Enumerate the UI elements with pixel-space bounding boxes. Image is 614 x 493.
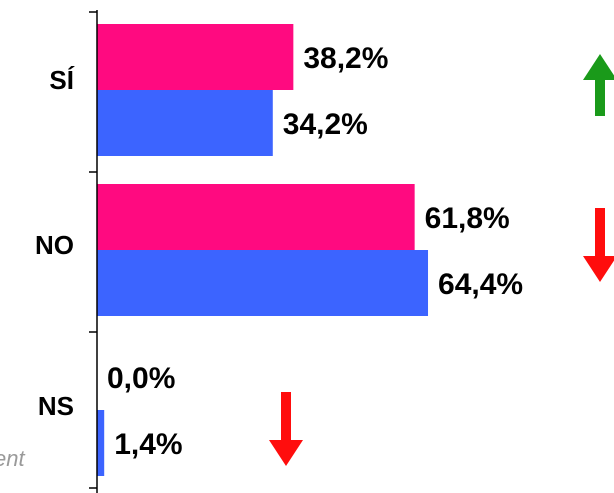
- trend-arrow-down-3: [269, 392, 303, 466]
- y-axis: [89, 10, 98, 493]
- footnote-fragment: ent: [0, 446, 25, 471]
- category-label-1: SÍ: [49, 65, 74, 95]
- value-labels-group: 38,2% 34,2% 61,8% 64,4% 0,0% 1,4%: [107, 42, 523, 461]
- value-label-series-1-2: 61,8%: [425, 202, 510, 235]
- bar-series-1-2: [97, 184, 415, 250]
- category-labels-group: SÍ NO NS: [35, 65, 75, 421]
- value-label-series-1-3: 0,0%: [107, 362, 175, 395]
- trend-arrow-up-1: [583, 54, 614, 116]
- value-label-series-2-3: 1,4%: [114, 428, 182, 461]
- bar-series-2-3: [97, 410, 105, 476]
- category-label-3: NS: [38, 391, 74, 421]
- bars-group: [97, 24, 429, 476]
- bar-series-2-1: [97, 90, 273, 156]
- value-label-series-2-1: 34,2%: [283, 108, 368, 141]
- value-label-series-2-2: 64,4%: [438, 268, 523, 301]
- trend-arrows-group: [269, 54, 614, 466]
- bar-series-2-2: [97, 250, 429, 316]
- bar-series-1-1: [97, 24, 294, 90]
- value-label-series-1-1: 38,2%: [303, 42, 388, 75]
- category-label-2: NO: [35, 230, 74, 260]
- trend-arrow-down-2: [583, 208, 614, 282]
